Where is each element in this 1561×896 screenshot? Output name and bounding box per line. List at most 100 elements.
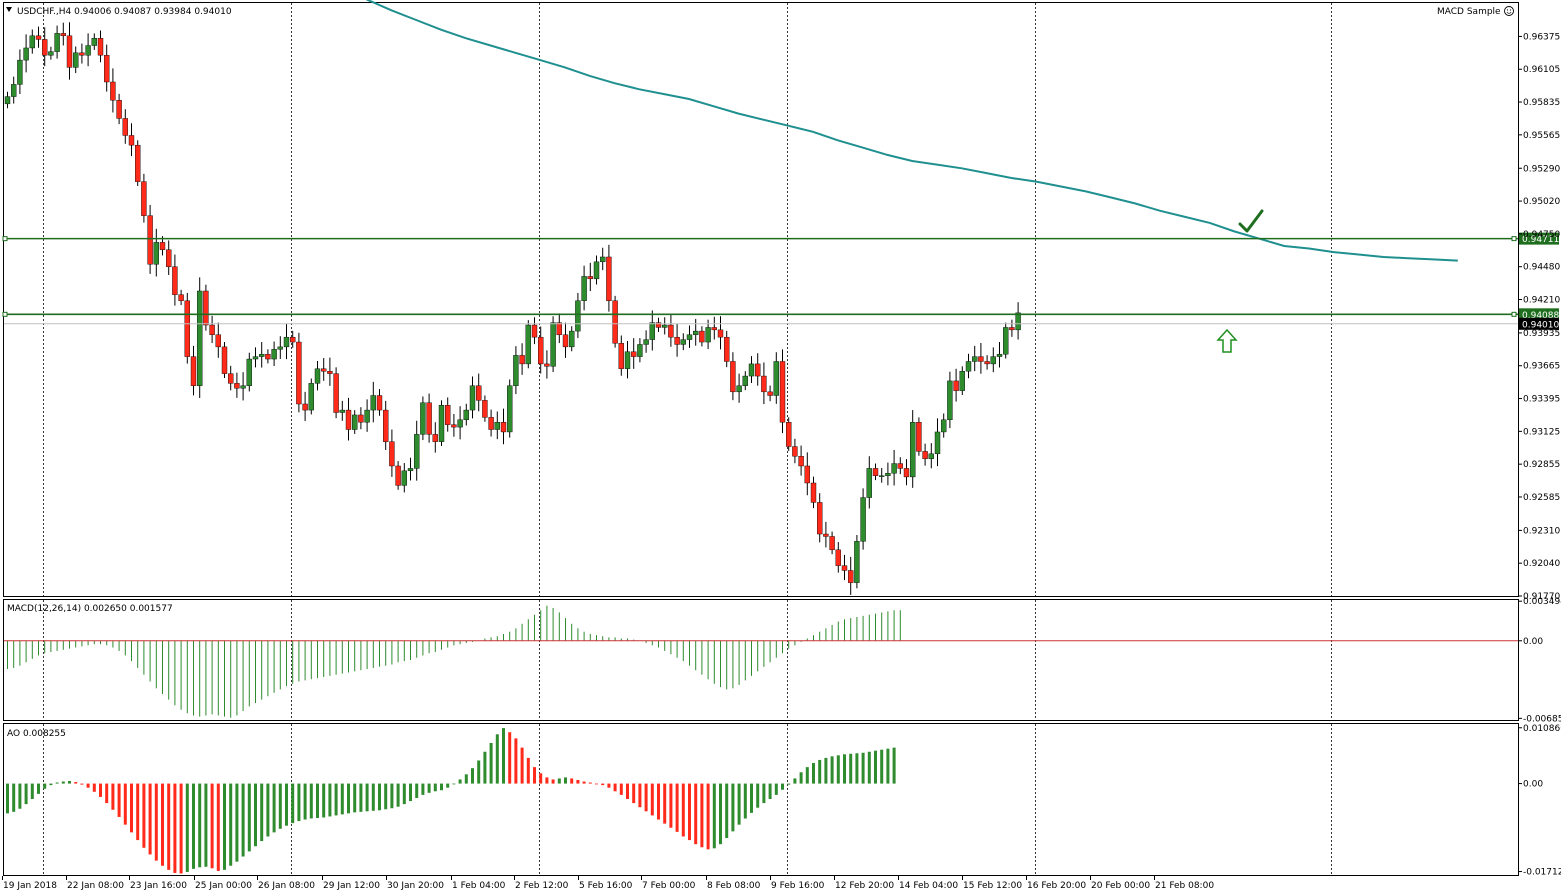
price-tick-label: 0.93935: [1523, 329, 1560, 339]
candle: [507, 379, 513, 438]
candle: [897, 457, 903, 475]
ao-bar: [601, 783, 605, 786]
candle: [928, 443, 934, 469]
candle: [779, 349, 786, 434]
candle: [401, 463, 407, 493]
menu-triangle-icon[interactable]: [6, 7, 12, 12]
macd-tick-label: 0.003494: [1523, 597, 1561, 607]
ao-bar: [6, 783, 9, 814]
ao-bar: [551, 779, 555, 784]
ao-bar: [545, 777, 549, 784]
ao-bar: [130, 783, 133, 833]
ao-bar: [750, 783, 753, 813]
candle: [680, 333, 686, 351]
time-tick-label: 9 Feb 16:00: [771, 881, 825, 891]
candle: [203, 284, 209, 331]
ao-bar: [328, 783, 332, 817]
macd-tick-label: -0.006855: [1523, 714, 1561, 724]
ao-bar: [409, 783, 412, 802]
macd-histogram: [4, 605, 1518, 718]
time-axis: 19 Jan 2018 22 Jan 08:00 23 Jan 16:00 25 Ja…: [2, 876, 1214, 891]
ao-bar: [861, 752, 865, 784]
candle: [959, 366, 965, 396]
candle: [885, 462, 891, 486]
smiley-icon[interactable]: [1504, 6, 1514, 16]
candle: [110, 68, 116, 113]
ao-bar: [793, 778, 797, 784]
ao-bar: [24, 783, 28, 805]
candle: [451, 413, 457, 437]
ao-bar: [123, 783, 127, 825]
ao-tick-label: 0.010866: [1523, 724, 1561, 734]
candle: [389, 429, 395, 477]
price-tick-label: 0.93125: [1523, 427, 1560, 437]
time-tick-label: 7 Feb 00:00: [642, 881, 696, 891]
candle: [72, 46, 79, 74]
candle: [265, 349, 271, 364]
ao-bar: [570, 778, 574, 784]
time-tick-label: 5 Feb 16:00: [579, 881, 633, 891]
ao-bar: [533, 767, 536, 784]
price-tick-label: 0.94210: [1523, 296, 1560, 306]
ao-bar: [743, 783, 747, 819]
ao-bar: [644, 783, 648, 812]
price-tick-label: 0.94480: [1523, 263, 1560, 273]
ao-bar: [427, 783, 431, 793]
candle: [252, 347, 259, 368]
check-mark-icon[interactable]: [1238, 209, 1264, 233]
up-arrow-icon[interactable]: [1216, 328, 1238, 353]
ao-bar: [632, 783, 636, 804]
candle: [835, 542, 841, 573]
ao-bar: [886, 748, 890, 784]
candle: [407, 457, 414, 481]
ao-bar: [55, 782, 59, 784]
ao-bar: [80, 783, 84, 785]
candle: [35, 26, 42, 48]
candle: [705, 319, 711, 350]
candle: [345, 397, 352, 441]
ao-bar: [173, 783, 177, 873]
ao-bar: [613, 783, 617, 792]
candle: [184, 292, 191, 364]
ao-bar: [477, 760, 481, 784]
candle: [742, 371, 748, 391]
price-tick-label: 0.93395: [1523, 395, 1560, 405]
candle: [711, 316, 717, 340]
ao-bar: [855, 753, 859, 784]
candle: [637, 338, 643, 363]
candle: [947, 371, 953, 429]
ao-bar: [68, 781, 71, 784]
time-tick-label: 21 Feb 08:00: [1155, 881, 1214, 891]
ao-bar: [576, 779, 580, 784]
ao-bar: [86, 783, 90, 788]
ao-bar: [266, 783, 270, 837]
candle: [221, 342, 228, 378]
candle: [482, 395, 488, 422]
candle: [1003, 322, 1009, 359]
ao-bar: [210, 783, 214, 869]
candle: [23, 34, 29, 73]
candle: [841, 554, 848, 581]
candle: [792, 438, 798, 464]
candle: [531, 317, 538, 345]
ao-bar: [204, 783, 208, 867]
ao-bar: [867, 751, 871, 784]
time-tick-label: 22 Jan 08:00: [67, 881, 124, 891]
candle: [730, 352, 736, 401]
candle: [748, 356, 755, 384]
candle: [593, 255, 600, 285]
ao-bar: [105, 783, 109, 804]
ao-bar: [799, 772, 803, 784]
time-tick-label: 19 Jan 2018: [3, 881, 57, 891]
candle: [891, 449, 897, 486]
candle: [848, 556, 854, 595]
candle: [804, 452, 810, 496]
ao-bar: [805, 767, 809, 784]
time-tick-label: 1 Feb 04:00: [452, 881, 506, 891]
time-tick-label: 16 Feb 20:00: [1027, 881, 1086, 891]
candle: [581, 265, 587, 311]
candle: [308, 378, 314, 415]
